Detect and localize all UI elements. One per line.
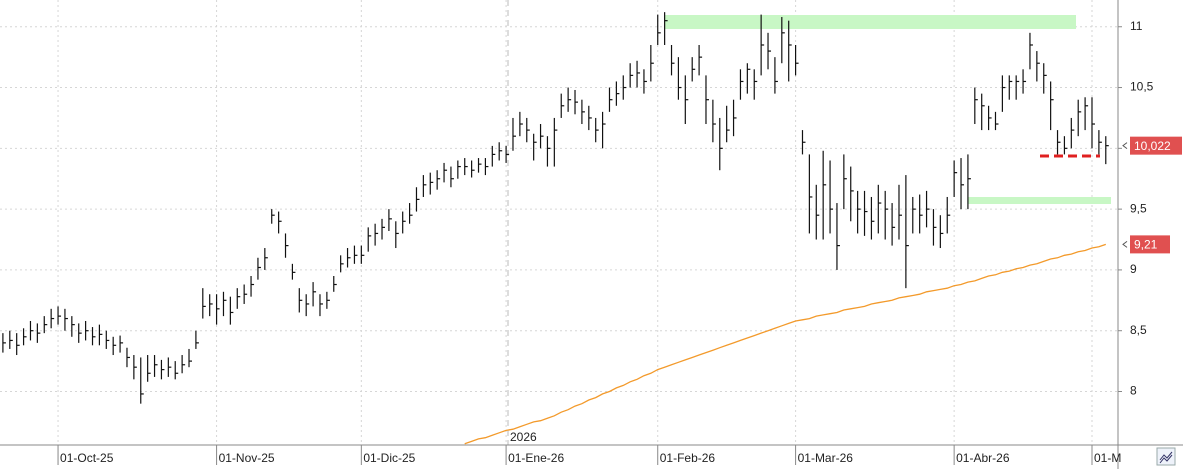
x-tick-label: 01-Dic-25	[363, 451, 415, 465]
last-price-label: 10,022	[1134, 139, 1171, 153]
y-tick-label: 11	[1130, 19, 1143, 33]
moving-average	[464, 243, 1107, 445]
y-tick-label: 9	[1130, 262, 1137, 276]
x-tick-label: 01-Feb-26	[660, 451, 716, 465]
last-price-pointer	[1122, 142, 1128, 150]
y-tick-label: 9,5	[1130, 201, 1147, 215]
x-tick-label: 01-Ene-26	[508, 451, 564, 465]
axis: 88,599,51010,51101-Oct-2501-Nov-2501-Dic…	[57, 19, 1182, 465]
ma-price-pointer	[1122, 240, 1128, 248]
last-price-tag	[1130, 136, 1182, 155]
year-label: 2026	[510, 430, 537, 444]
support-zone	[968, 197, 1111, 204]
x-tick-label: 01-Oct-25	[60, 451, 114, 465]
x-tick-label: 01-Mar-26	[798, 451, 854, 465]
grid	[0, 0, 1118, 445]
y-tick-label: 10,5	[1130, 80, 1154, 94]
y-tick-label: 8	[1130, 384, 1137, 398]
marks	[2, 12, 1109, 445]
x-tick-label: 01-Nov-25	[219, 451, 275, 465]
x-tick-label: 01-Abr-26	[956, 451, 1010, 465]
y-tick-label: 8,5	[1130, 323, 1147, 337]
resistance-zone	[665, 15, 1076, 29]
scale-icon	[1159, 451, 1173, 464]
ma-price-tag	[1130, 235, 1170, 254]
x-tick-label: 01-M	[1094, 451, 1121, 465]
ma-price-label: 9,21	[1134, 238, 1158, 252]
